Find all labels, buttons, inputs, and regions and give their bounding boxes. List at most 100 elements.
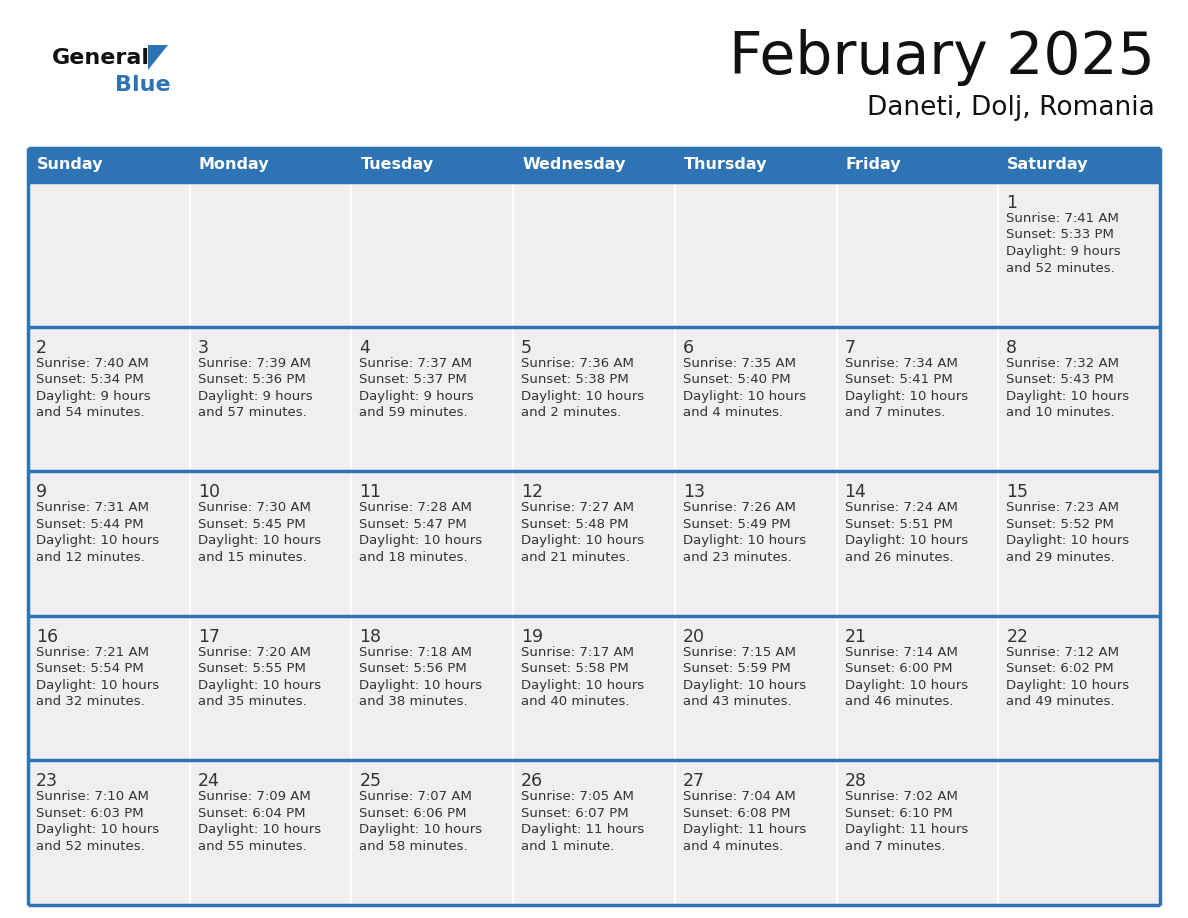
Text: Daylight: 9 hours: Daylight: 9 hours: [360, 389, 474, 403]
Text: 23: 23: [36, 772, 58, 790]
Text: Sunset: 5:44 PM: Sunset: 5:44 PM: [36, 518, 144, 531]
Text: Daylight: 9 hours: Daylight: 9 hours: [197, 389, 312, 403]
Text: and 26 minutes.: and 26 minutes.: [845, 551, 953, 564]
Bar: [29, 148, 1159, 182]
Bar: [836, 760, 998, 905]
Bar: [29, 471, 190, 616]
Bar: [513, 182, 675, 327]
Text: Daylight: 11 hours: Daylight: 11 hours: [522, 823, 644, 836]
Text: 12: 12: [522, 483, 543, 501]
Bar: [190, 182, 352, 327]
Text: Sunset: 5:37 PM: Sunset: 5:37 PM: [360, 373, 467, 386]
Text: Daylight: 10 hours: Daylight: 10 hours: [845, 678, 968, 692]
Text: Sunrise: 7:07 AM: Sunrise: 7:07 AM: [360, 790, 473, 803]
Text: 5: 5: [522, 339, 532, 356]
Text: Daylight: 10 hours: Daylight: 10 hours: [197, 534, 321, 547]
Text: Sunrise: 7:23 AM: Sunrise: 7:23 AM: [1006, 501, 1119, 514]
Text: Daylight: 11 hours: Daylight: 11 hours: [845, 823, 968, 836]
Text: Sunrise: 7:14 AM: Sunrise: 7:14 AM: [845, 645, 958, 659]
Bar: [352, 471, 513, 616]
Text: Sunset: 5:48 PM: Sunset: 5:48 PM: [522, 518, 628, 531]
Text: Sunrise: 7:26 AM: Sunrise: 7:26 AM: [683, 501, 796, 514]
Bar: [836, 327, 998, 471]
Bar: [675, 471, 836, 616]
Text: Sunset: 5:58 PM: Sunset: 5:58 PM: [522, 662, 628, 676]
Text: Daylight: 9 hours: Daylight: 9 hours: [36, 389, 151, 403]
Text: Sunset: 5:38 PM: Sunset: 5:38 PM: [522, 373, 628, 386]
Text: Daylight: 10 hours: Daylight: 10 hours: [360, 678, 482, 692]
Text: Blue: Blue: [115, 75, 171, 95]
Text: Sunset: 5:33 PM: Sunset: 5:33 PM: [1006, 229, 1114, 241]
Text: Sunrise: 7:32 AM: Sunrise: 7:32 AM: [1006, 356, 1119, 370]
Bar: [513, 471, 675, 616]
Text: and 38 minutes.: and 38 minutes.: [360, 695, 468, 709]
Text: Daylight: 9 hours: Daylight: 9 hours: [1006, 245, 1121, 258]
Bar: [190, 616, 352, 760]
Text: Sunrise: 7:41 AM: Sunrise: 7:41 AM: [1006, 212, 1119, 225]
Text: Wednesday: Wednesday: [523, 158, 626, 173]
Text: Thursday: Thursday: [684, 158, 767, 173]
Text: Saturday: Saturday: [1007, 158, 1088, 173]
Bar: [513, 616, 675, 760]
Text: 13: 13: [683, 483, 704, 501]
Text: and 57 minutes.: and 57 minutes.: [197, 406, 307, 420]
Text: Sunrise: 7:15 AM: Sunrise: 7:15 AM: [683, 645, 796, 659]
Text: 7: 7: [845, 339, 855, 356]
Text: Daylight: 11 hours: Daylight: 11 hours: [683, 823, 807, 836]
Polygon shape: [148, 45, 168, 70]
Text: Sunrise: 7:39 AM: Sunrise: 7:39 AM: [197, 356, 310, 370]
Bar: [29, 182, 190, 327]
Bar: [998, 760, 1159, 905]
Bar: [190, 760, 352, 905]
Text: Sunset: 5:40 PM: Sunset: 5:40 PM: [683, 373, 790, 386]
Text: 22: 22: [1006, 628, 1029, 645]
Bar: [352, 182, 513, 327]
Text: Daylight: 10 hours: Daylight: 10 hours: [360, 534, 482, 547]
Text: and 10 minutes.: and 10 minutes.: [1006, 406, 1114, 420]
Text: and 59 minutes.: and 59 minutes.: [360, 406, 468, 420]
Text: Daylight: 10 hours: Daylight: 10 hours: [845, 534, 968, 547]
Text: Daylight: 10 hours: Daylight: 10 hours: [683, 534, 805, 547]
Text: Sunrise: 7:21 AM: Sunrise: 7:21 AM: [36, 645, 148, 659]
Text: Sunrise: 7:30 AM: Sunrise: 7:30 AM: [197, 501, 310, 514]
Text: and 43 minutes.: and 43 minutes.: [683, 695, 791, 709]
Text: Sunrise: 7:35 AM: Sunrise: 7:35 AM: [683, 356, 796, 370]
Text: and 40 minutes.: and 40 minutes.: [522, 695, 630, 709]
Bar: [190, 327, 352, 471]
Text: February 2025: February 2025: [729, 29, 1155, 86]
Text: Sunrise: 7:31 AM: Sunrise: 7:31 AM: [36, 501, 148, 514]
Text: Daylight: 10 hours: Daylight: 10 hours: [683, 678, 805, 692]
Text: 15: 15: [1006, 483, 1029, 501]
Text: Sunset: 5:49 PM: Sunset: 5:49 PM: [683, 518, 790, 531]
Bar: [29, 616, 190, 760]
Text: 1: 1: [1006, 194, 1017, 212]
Text: and 4 minutes.: and 4 minutes.: [683, 406, 783, 420]
Text: and 12 minutes.: and 12 minutes.: [36, 551, 145, 564]
Text: Sunrise: 7:36 AM: Sunrise: 7:36 AM: [522, 356, 634, 370]
Text: Sunset: 5:36 PM: Sunset: 5:36 PM: [197, 373, 305, 386]
Bar: [675, 616, 836, 760]
Text: and 54 minutes.: and 54 minutes.: [36, 406, 145, 420]
Text: and 35 minutes.: and 35 minutes.: [197, 695, 307, 709]
Text: Sunset: 5:55 PM: Sunset: 5:55 PM: [197, 662, 305, 676]
Text: Daylight: 10 hours: Daylight: 10 hours: [1006, 678, 1130, 692]
Bar: [352, 616, 513, 760]
Text: 19: 19: [522, 628, 543, 645]
Text: Sunrise: 7:40 AM: Sunrise: 7:40 AM: [36, 356, 148, 370]
Text: and 18 minutes.: and 18 minutes.: [360, 551, 468, 564]
Text: Daylight: 10 hours: Daylight: 10 hours: [36, 534, 159, 547]
Text: and 21 minutes.: and 21 minutes.: [522, 551, 630, 564]
Text: and 58 minutes.: and 58 minutes.: [360, 840, 468, 853]
Text: Sunrise: 7:05 AM: Sunrise: 7:05 AM: [522, 790, 634, 803]
Text: Sunset: 5:54 PM: Sunset: 5:54 PM: [36, 662, 144, 676]
Bar: [513, 760, 675, 905]
Bar: [836, 182, 998, 327]
Text: 11: 11: [360, 483, 381, 501]
Text: Sunrise: 7:28 AM: Sunrise: 7:28 AM: [360, 501, 473, 514]
Text: and 55 minutes.: and 55 minutes.: [197, 840, 307, 853]
Text: 21: 21: [845, 628, 866, 645]
Text: 14: 14: [845, 483, 866, 501]
Text: Sunset: 6:03 PM: Sunset: 6:03 PM: [36, 807, 144, 820]
Text: and 46 minutes.: and 46 minutes.: [845, 695, 953, 709]
Text: 24: 24: [197, 772, 220, 790]
